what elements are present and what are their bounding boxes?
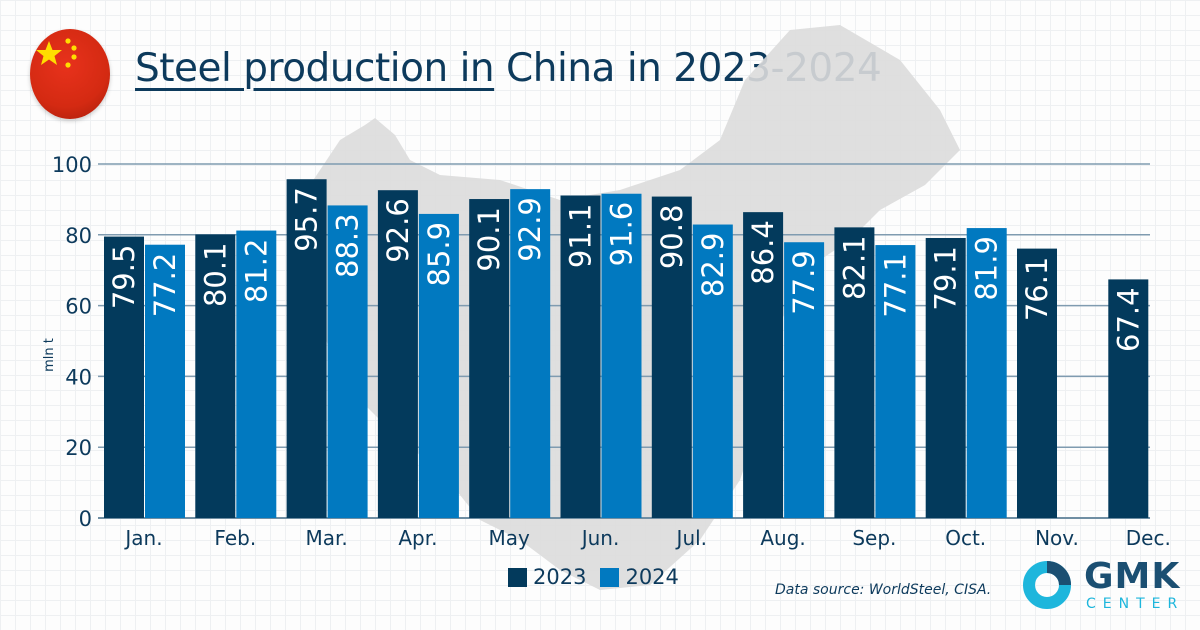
bar-2023 xyxy=(104,236,144,518)
data-label: 86.4 xyxy=(746,220,780,285)
y-tick-label: 80 xyxy=(65,224,92,248)
bar-2023 xyxy=(1017,248,1057,518)
data-label: 90.1 xyxy=(472,207,506,272)
flag-star xyxy=(71,45,77,51)
data-label: 82.1 xyxy=(837,235,871,300)
data-label: 81.2 xyxy=(239,239,273,304)
legend-swatch xyxy=(508,567,527,587)
x-tick-label: Jun. xyxy=(580,526,620,550)
data-label: 77.1 xyxy=(878,253,912,318)
flag-star xyxy=(36,41,62,65)
bar-2023 xyxy=(377,190,418,519)
data-source: Data source: WorldSteel, CISA. xyxy=(775,582,992,598)
flag-star xyxy=(65,62,71,68)
logo-subtext: CENTER xyxy=(1086,596,1185,612)
bar-2023 xyxy=(195,234,236,519)
x-tick-label: Jul. xyxy=(675,526,708,550)
bar-2023 xyxy=(469,199,510,518)
flag-star xyxy=(65,38,71,44)
bar-2024 xyxy=(601,193,642,518)
bar-2023 xyxy=(651,196,692,518)
bar-2024 xyxy=(966,228,1007,518)
bar-2024 xyxy=(875,245,916,519)
x-tick-label: Feb. xyxy=(214,526,256,550)
data-label: 81.9 xyxy=(970,236,1004,301)
x-tick-label: May xyxy=(489,526,531,550)
china-flag-icon xyxy=(30,29,110,119)
bar-2024 xyxy=(418,213,459,518)
logo-text: GMK xyxy=(1084,556,1181,597)
bar-2023 xyxy=(1108,279,1149,518)
legend: 2023 2024 xyxy=(508,565,679,589)
bar-2024 xyxy=(327,205,368,518)
chart-title: Steel production in China in 2023-2024 xyxy=(135,46,882,91)
data-label: 92.6 xyxy=(381,198,415,263)
data-label: 67.4 xyxy=(1111,287,1145,352)
y-axis-label: mln t xyxy=(42,338,57,372)
y-tick-label: 0 xyxy=(79,507,92,531)
bar-2024 xyxy=(784,242,825,518)
data-label: 88.3 xyxy=(331,213,365,278)
bar-2024 xyxy=(236,230,277,518)
x-tick-label: Oct. xyxy=(945,526,986,550)
x-tick-label: Sep. xyxy=(852,526,896,550)
title-underlined: Steel production in xyxy=(135,46,495,91)
bar-2023 xyxy=(743,212,784,519)
y-tick-label: 100 xyxy=(52,153,92,177)
y-tick-label: 40 xyxy=(65,365,92,389)
x-tick-label: Aug. xyxy=(760,526,805,550)
data-label: 90.8 xyxy=(655,205,689,270)
legend-item-2023: 2023 xyxy=(508,565,586,589)
bar-2023 xyxy=(925,237,966,518)
y-tick-label: 60 xyxy=(65,295,92,319)
x-tick-label: Apr. xyxy=(398,526,437,550)
data-label: 77.2 xyxy=(148,253,182,318)
bar-2023 xyxy=(560,195,601,519)
x-tick-label: Mar. xyxy=(305,526,347,550)
bar-2024 xyxy=(510,189,551,518)
bar-2023 xyxy=(834,227,875,518)
data-label: 95.7 xyxy=(290,187,324,252)
data-label: 76.1 xyxy=(1020,257,1054,322)
bar-2023 xyxy=(286,179,327,519)
bar-2024 xyxy=(692,224,733,518)
data-label: 77.9 xyxy=(787,250,821,315)
data-label: 85.9 xyxy=(422,222,456,287)
data-label: 79.1 xyxy=(929,246,963,311)
data-label: 82.9 xyxy=(696,233,730,298)
x-tick-label: Dec. xyxy=(1126,526,1171,550)
y-tick-label: 20 xyxy=(65,436,92,460)
data-label: 91.6 xyxy=(605,202,639,267)
data-label: 79.5 xyxy=(107,245,141,310)
x-tick-label: Jan. xyxy=(123,526,162,550)
bar-2024 xyxy=(145,244,185,518)
data-label: 80.1 xyxy=(198,242,232,307)
x-tick-label: Nov. xyxy=(1035,526,1079,550)
data-label: 91.1 xyxy=(564,204,598,269)
legend-item-2024: 2024 xyxy=(600,565,679,589)
legend-label: 2023 xyxy=(533,565,587,589)
gmk-logo-icon xyxy=(1023,561,1071,609)
flag-star xyxy=(71,54,77,60)
legend-swatch xyxy=(600,567,620,587)
legend-label: 2024 xyxy=(625,565,679,589)
data-label: 92.9 xyxy=(513,197,547,262)
